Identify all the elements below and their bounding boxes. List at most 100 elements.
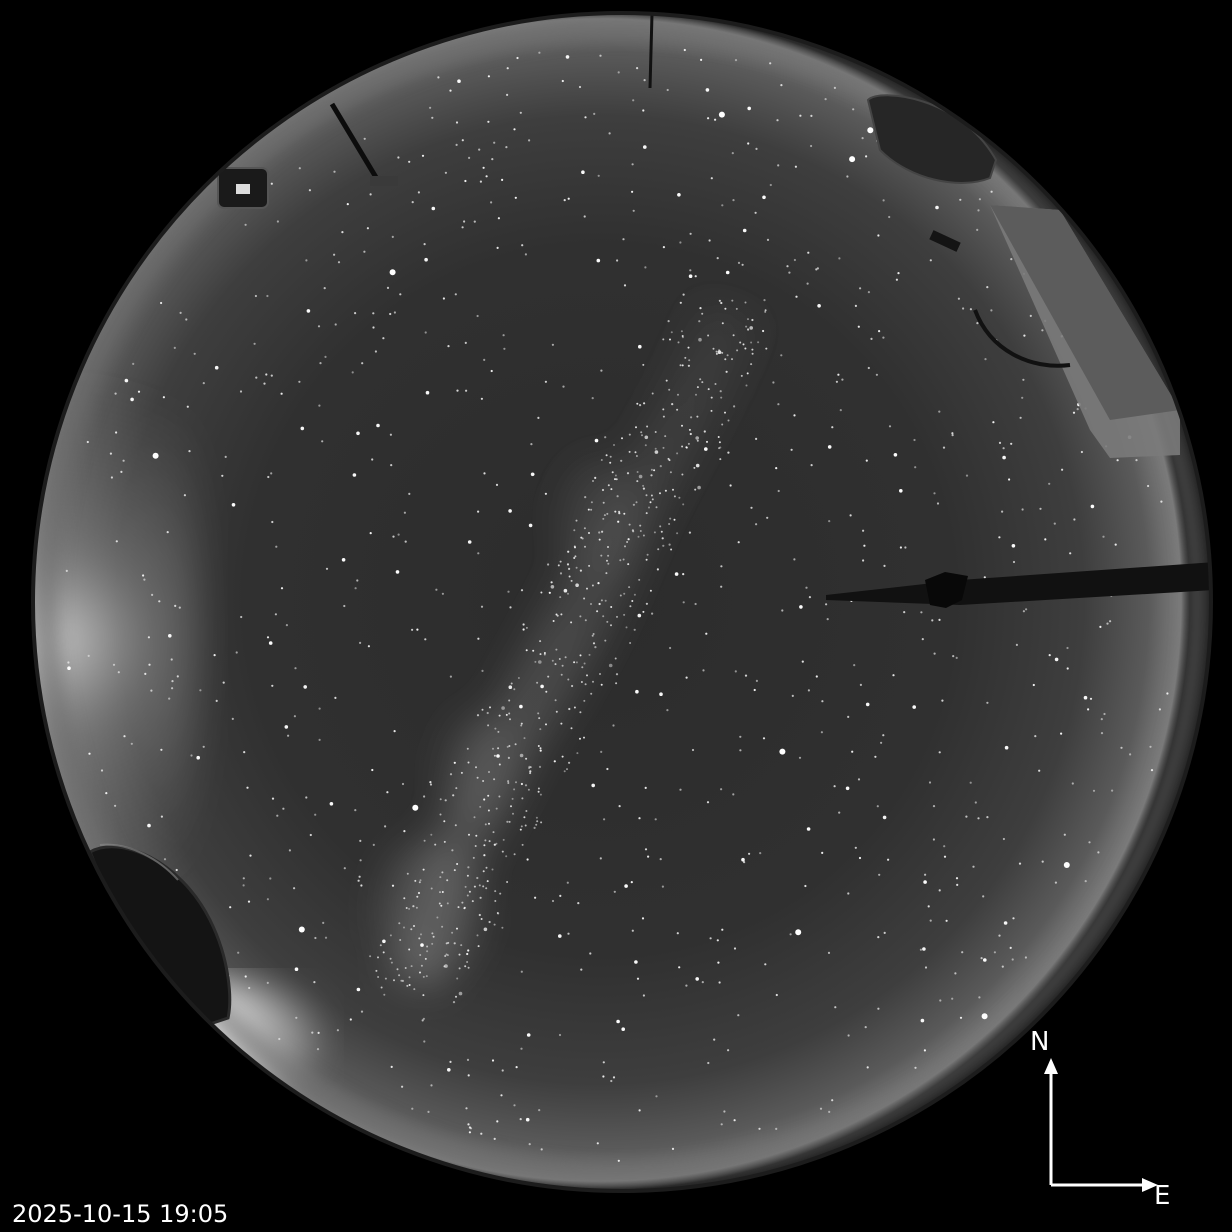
- star: [654, 447, 657, 450]
- star: [568, 707, 571, 711]
- star: [468, 890, 471, 893]
- star: [411, 628, 414, 631]
- star: [914, 466, 917, 469]
- star: [565, 55, 570, 59]
- star: [621, 437, 623, 440]
- star: [978, 996, 981, 999]
- star: [708, 239, 711, 242]
- star: [529, 770, 532, 773]
- star: [706, 440, 708, 443]
- star: [607, 562, 610, 565]
- star: [324, 936, 328, 939]
- star: [897, 272, 900, 275]
- star: [586, 587, 588, 590]
- star: [939, 999, 942, 1002]
- star: [1063, 833, 1066, 836]
- star: [567, 550, 570, 553]
- star: [584, 619, 587, 622]
- star: [501, 926, 504, 929]
- star: [612, 724, 615, 727]
- star: [827, 951, 831, 955]
- star: [669, 646, 672, 650]
- star: [486, 880, 489, 883]
- star: [727, 419, 730, 422]
- star: [322, 921, 325, 925]
- star: [403, 926, 405, 929]
- star: [456, 389, 459, 392]
- star: [747, 106, 751, 111]
- star: [247, 900, 251, 903]
- star: [613, 890, 616, 893]
- star: [591, 584, 594, 587]
- star: [668, 523, 671, 525]
- star: [633, 593, 636, 596]
- star: [888, 425, 892, 428]
- star: [644, 444, 647, 447]
- star: [646, 425, 649, 428]
- star: [804, 884, 807, 888]
- star: [408, 976, 411, 979]
- star: [731, 152, 734, 155]
- star: [496, 754, 500, 758]
- star: [634, 451, 637, 454]
- star: [936, 502, 940, 505]
- star: [573, 529, 576, 532]
- star: [329, 802, 334, 806]
- star: [862, 529, 865, 532]
- star: [586, 674, 588, 677]
- star: [676, 532, 679, 535]
- star: [714, 118, 717, 121]
- star: [927, 905, 930, 908]
- star: [928, 781, 932, 784]
- star: [214, 365, 219, 370]
- star: [577, 902, 580, 905]
- star: [610, 624, 612, 627]
- star: [865, 702, 870, 707]
- star: [493, 778, 496, 781]
- star: [931, 619, 934, 622]
- star: [278, 1037, 281, 1041]
- star: [552, 620, 555, 622]
- star: [810, 114, 813, 117]
- star: [408, 907, 411, 910]
- star: [426, 945, 429, 948]
- star: [143, 578, 146, 581]
- star: [701, 981, 704, 984]
- star: [481, 708, 484, 711]
- star: [791, 694, 794, 698]
- star: [721, 322, 724, 325]
- star: [1158, 708, 1161, 711]
- star: [699, 307, 702, 310]
- star: [1004, 745, 1009, 750]
- star: [762, 329, 765, 333]
- star: [371, 458, 374, 461]
- star: [720, 1123, 723, 1126]
- star: [717, 436, 720, 438]
- star: [444, 955, 447, 957]
- star: [384, 825, 387, 828]
- star: [519, 828, 522, 831]
- star: [574, 555, 577, 558]
- star: [540, 591, 543, 594]
- star: [638, 1109, 641, 1112]
- star: [899, 546, 903, 549]
- star: [173, 346, 176, 349]
- star: [694, 275, 697, 278]
- star: [614, 474, 617, 477]
- star: [1054, 657, 1059, 662]
- star: [120, 470, 123, 473]
- star: [592, 480, 594, 482]
- star: [1066, 667, 1069, 670]
- star: [676, 932, 679, 935]
- star: [186, 405, 189, 408]
- star: [174, 604, 177, 608]
- star: [1116, 459, 1119, 462]
- star: [380, 986, 383, 989]
- star: [270, 182, 273, 185]
- star: [678, 966, 681, 969]
- star: [564, 656, 567, 659]
- star: [623, 613, 626, 616]
- star: [240, 615, 243, 619]
- star: [867, 291, 871, 294]
- star: [467, 1123, 470, 1126]
